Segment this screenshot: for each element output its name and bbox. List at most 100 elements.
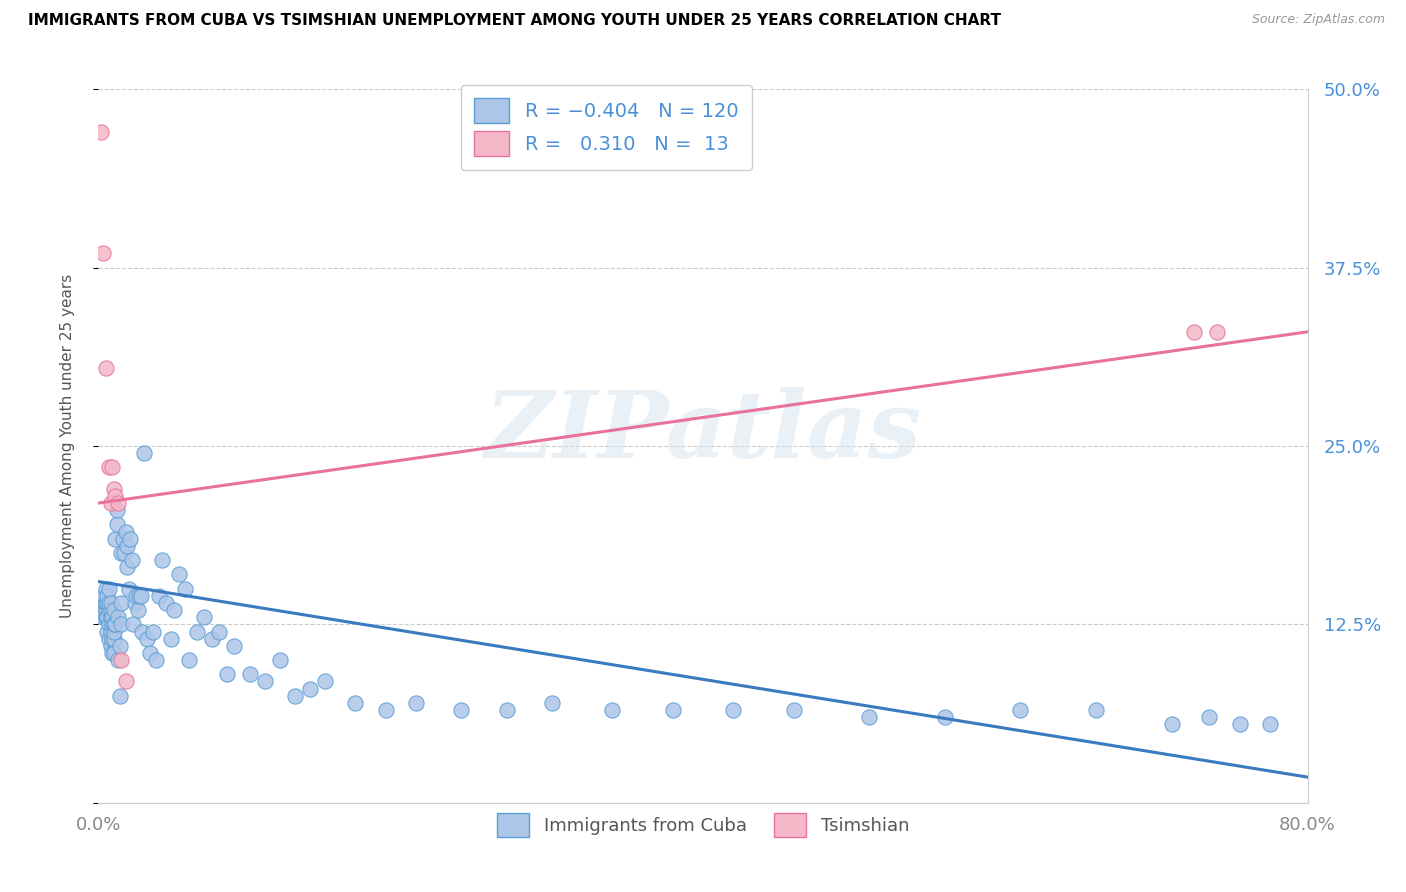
Point [405,696,427,710]
Point [135,632,157,646]
Point [93,596,115,610]
Point [105,517,128,532]
Point [118,582,141,596]
Point [540,696,562,710]
Point [101,610,124,624]
Point [108,689,131,703]
Point [201,632,224,646]
Point [94,603,117,617]
Point [104,617,127,632]
Point [145,653,167,667]
Text: IMMIGRANTS FROM CUBA VS TSIMSHIAN UNEMPLOYMENT AMONG YOUTH UNDER 25 YEARS CORREL: IMMIGRANTS FROM CUBA VS TSIMSHIAN UNEMPL… [28,13,1001,29]
Point [129,589,152,603]
Point [1258,717,1281,731]
Point [94,360,117,375]
Point [105,503,128,517]
Point [1010,703,1032,717]
Text: ZIPatlas: ZIPatlas [485,387,921,476]
Point [723,703,745,717]
Point [1182,325,1205,339]
Point [103,624,125,639]
Point [450,703,472,717]
Point [160,632,183,646]
Point [100,603,122,617]
Point [110,546,132,560]
Point [107,653,129,667]
Point [91,610,114,624]
Point [103,617,125,632]
Point [374,703,396,717]
Point [1206,325,1229,339]
Point [93,589,115,603]
Point [253,674,276,689]
Legend: Immigrants from Cuba, Tsimshian: Immigrants from Cuba, Tsimshian [489,806,917,844]
Point [148,589,170,603]
Point [94,610,117,624]
Point [96,589,118,603]
Point [131,624,153,639]
Point [98,582,121,596]
Point [299,681,322,696]
Point [111,532,134,546]
Point [98,460,121,475]
Point [110,617,132,632]
Point [115,560,138,574]
Point [104,489,127,503]
Point [125,589,148,603]
Point [115,539,138,553]
Point [108,639,131,653]
Y-axis label: Unemployment Among Youth under 25 years: Unemployment Among Youth under 25 years [60,274,75,618]
Point [94,596,117,610]
Point [167,567,190,582]
Point [1229,717,1251,731]
Point [193,610,215,624]
Point [110,653,132,667]
Point [96,610,118,624]
Point [139,646,162,660]
Point [104,532,127,546]
Point [224,639,246,653]
Point [90,125,112,139]
Point [114,674,136,689]
Text: Source: ZipAtlas.com: Source: ZipAtlas.com [1251,13,1385,27]
Point [186,624,208,639]
Point [783,703,806,717]
Point [114,524,136,539]
Point [107,610,129,624]
Point [155,596,177,610]
Point [91,246,114,260]
Point [107,496,129,510]
Point [163,603,186,617]
Point [100,624,122,639]
Point [121,553,143,567]
Point [98,617,121,632]
Point [120,532,142,546]
Point [132,446,155,460]
Point [100,596,122,610]
Point [314,674,336,689]
Point [101,460,124,475]
Point [127,603,149,617]
Point [208,624,231,639]
Point [110,596,132,610]
Point [239,667,262,681]
Point [112,546,135,560]
Point [661,703,683,717]
Point [150,553,173,567]
Point [173,582,195,596]
Point [179,653,201,667]
Point [98,603,121,617]
Point [495,703,517,717]
Point [1085,703,1108,717]
Point [934,710,956,724]
Point [96,596,118,610]
Point [284,689,307,703]
Point [100,496,122,510]
Point [122,617,145,632]
Point [344,696,367,710]
Point [103,646,125,660]
Point [101,646,124,660]
Point [602,703,624,717]
Point [98,596,121,610]
Point [101,632,124,646]
